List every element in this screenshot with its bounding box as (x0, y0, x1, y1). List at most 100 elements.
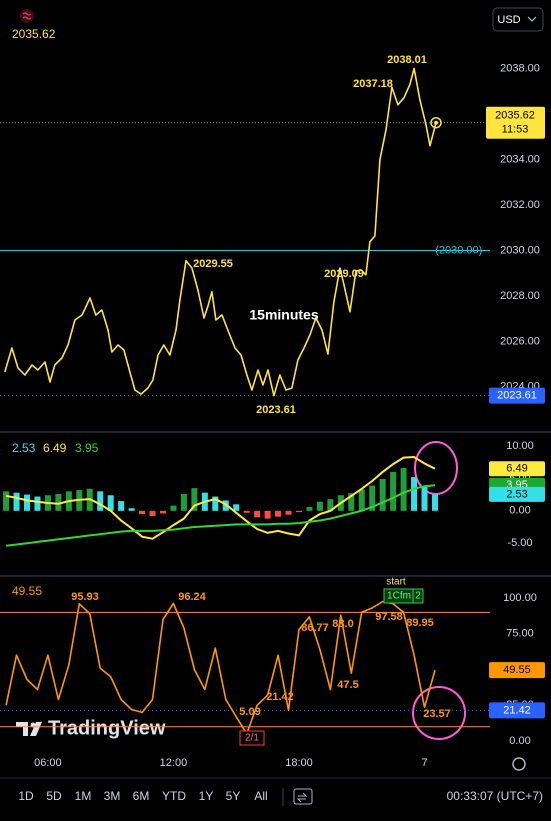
logo-mark (16, 722, 42, 736)
indicator-line (5, 484, 436, 547)
price-line (5, 600, 436, 735)
price-tag (489, 702, 545, 719)
histogram-bar (243, 510, 250, 513)
legend-value: 2.53 (12, 441, 36, 455)
histogram-bar (379, 479, 386, 511)
last-point (430, 116, 442, 129)
annotation: 2037.18 (353, 78, 393, 90)
currency-label: USD (497, 14, 520, 26)
annotation: 23.57 (423, 708, 451, 720)
histogram-bar (34, 496, 41, 511)
last-point-dot (434, 120, 439, 125)
annotation: 2023.61 (256, 404, 296, 416)
annotation: 88.0 (332, 618, 353, 630)
histogram-bar (431, 494, 438, 511)
price-tag-label: 2035.62 (495, 110, 535, 122)
chevron (527, 16, 537, 22)
highlight-circle (412, 686, 466, 740)
price-tag-label: 2023.61 (497, 390, 537, 402)
histogram-bar (358, 489, 365, 511)
highlight-circle (414, 441, 458, 495)
histogram-bar (118, 501, 125, 511)
last-value: 2035.62 (12, 27, 56, 41)
y-tick-label: 2026.00 (500, 335, 540, 347)
price-tag-label: 6.49 (506, 463, 527, 475)
last-value: 49.55 (12, 584, 42, 598)
histogram-bar (348, 493, 355, 511)
histogram-bar (275, 510, 282, 517)
annotation: 96.24 (178, 591, 206, 603)
histogram-bar (23, 494, 30, 511)
histogram-bar (411, 477, 418, 511)
histogram-bar (295, 510, 302, 513)
annotation: 86.77 (301, 622, 329, 634)
currency-button[interactable] (492, 7, 544, 32)
histogram-bar (421, 486, 428, 511)
legend-value: 3.95 (75, 441, 99, 455)
y-tick-label: 0.00 (509, 735, 530, 747)
histogram-bar (180, 493, 187, 511)
histogram-bar (97, 491, 104, 511)
annotation: 2029.55 (193, 258, 233, 270)
histogram-bar (159, 510, 166, 514)
range-button[interactable]: YTD (162, 789, 186, 803)
y-tick-label: 2032.00 (500, 199, 540, 211)
clock: 00:33:07 (UTC+7) (447, 789, 543, 803)
histogram-bar (233, 504, 240, 511)
signal-label: start (386, 577, 406, 588)
countdown-label: 11:53 (502, 124, 529, 136)
signal-box (412, 588, 424, 604)
range-button[interactable]: All (254, 789, 267, 803)
histogram-bar (13, 492, 20, 511)
date-range-arrows (296, 792, 308, 803)
annotation: 2038.01 (387, 54, 427, 66)
histogram-bar (285, 510, 292, 515)
range-button[interactable]: 3M (104, 789, 121, 803)
histogram-bar (316, 501, 323, 511)
symbol-icon-glyph (22, 12, 32, 20)
x-tick-label: 06:00 (34, 757, 62, 769)
annotation: 5.09 (239, 706, 260, 718)
range-button[interactable]: 6M (133, 789, 150, 803)
range-button[interactable]: 5D (46, 789, 62, 803)
signal-label: 1Cfm (387, 591, 411, 602)
x-tick-label: 7 (421, 757, 427, 769)
histogram-bar (222, 500, 229, 511)
histogram-bar (139, 510, 146, 515)
signal-label: 2 (415, 591, 421, 602)
price-tag (486, 106, 545, 139)
histogram-bar (306, 506, 313, 511)
annotation: 89.95 (406, 617, 434, 629)
histogram-bar (400, 468, 407, 511)
y-tick-label: 75.00 (506, 628, 534, 640)
y-tick-label: 2034.00 (500, 153, 540, 165)
indicator-line (5, 455, 436, 540)
annotation: 2029.09 (324, 268, 364, 280)
signal-label: 2/1 (245, 733, 259, 744)
annotation: 47.5 (337, 679, 358, 691)
x-tick-label: 18:00 (285, 757, 313, 769)
price-tag (489, 387, 545, 404)
y-tick-label: 2030.00 (500, 244, 540, 256)
y-tick-label: -5.00 (507, 537, 532, 549)
range-button[interactable]: 1M (75, 789, 92, 803)
price-tag-label: 2.53 (506, 488, 527, 500)
y-tick-label: 2028.00 (500, 290, 540, 302)
histogram-bar (254, 510, 261, 518)
y-tick-label: 2038.00 (500, 63, 540, 75)
date-range-icon[interactable] (293, 788, 313, 805)
range-button[interactable]: 1Y (199, 789, 214, 803)
chart-note: 15minutes (249, 307, 318, 323)
price-tag (489, 486, 545, 502)
annotation: 95.93 (71, 591, 99, 603)
symbol-icon (20, 9, 34, 23)
y-tick-label: 10.00 (506, 440, 534, 452)
range-button[interactable]: 5Y (226, 789, 241, 803)
histogram-bar (212, 496, 219, 511)
histogram-bar (107, 495, 114, 511)
histogram-bar (170, 505, 177, 511)
settings-icon[interactable] (512, 757, 526, 771)
range-button[interactable]: 1D (18, 789, 34, 803)
